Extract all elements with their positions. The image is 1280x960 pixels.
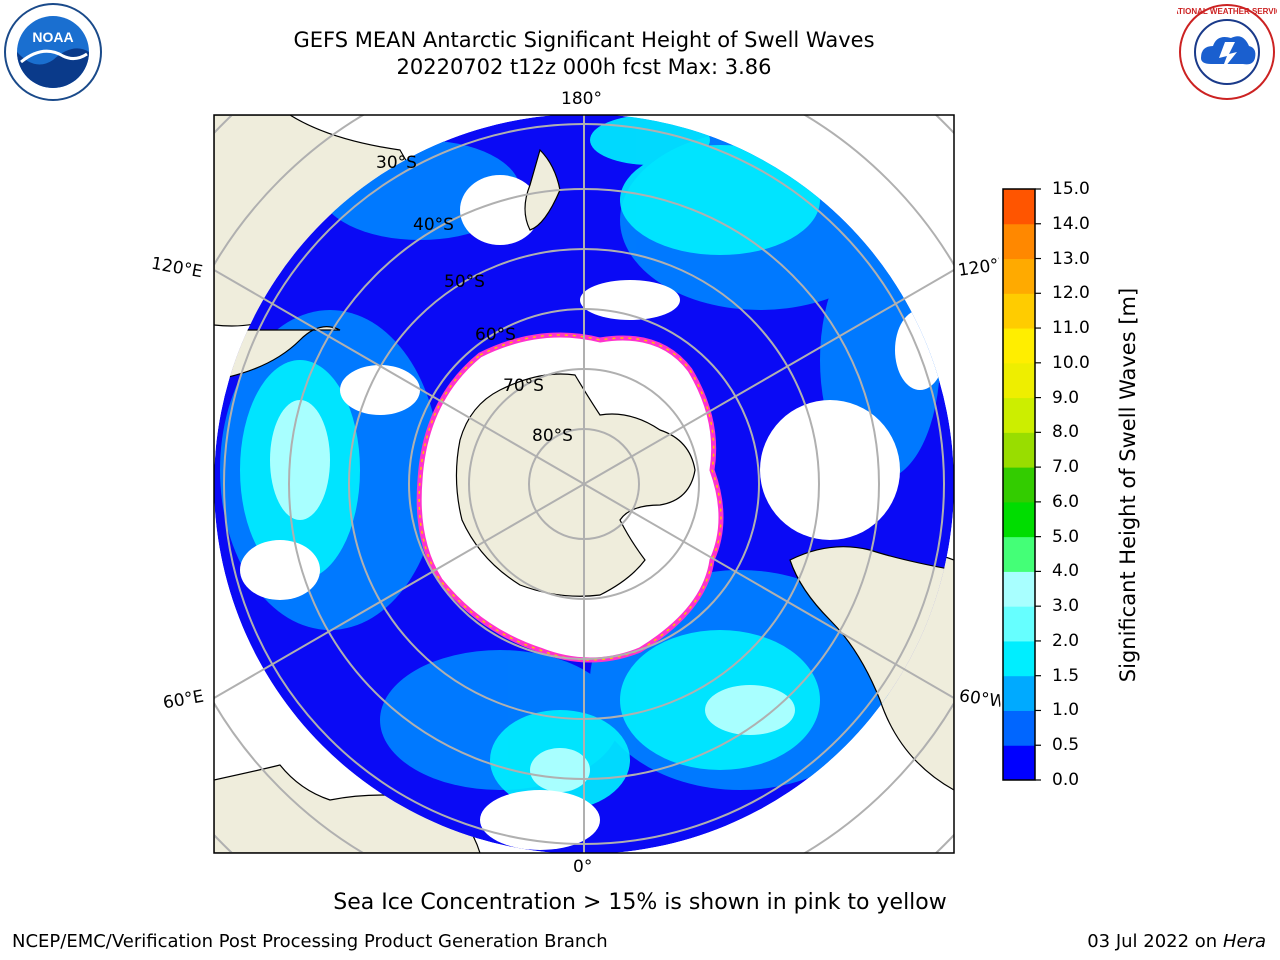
- colorbar-segment: [1003, 259, 1035, 294]
- colorbar-segment: [1003, 606, 1035, 641]
- colorbar-tick-label: 12.0: [1052, 283, 1090, 303]
- colorbar-segment: [1003, 224, 1035, 259]
- polar-map: 30°S 40°S 50°S 60°S 70°S 80°S: [0, 0, 1280, 960]
- lat-label-30: 30°S: [376, 153, 417, 173]
- footer-credit: NCEP/EMC/Verification Post Processing Pr…: [12, 931, 608, 952]
- colorbar-tick-label: 14.0: [1052, 214, 1090, 234]
- lat-label-40: 40°S: [413, 215, 454, 235]
- colorbar-tick-label: 0.5: [1052, 735, 1079, 755]
- colorbar-segment: [1003, 293, 1035, 328]
- colorbar-segment: [1003, 537, 1035, 572]
- colorbar-tick-label: 6.0: [1052, 492, 1079, 512]
- colorbar-tick-label: 8.0: [1052, 422, 1079, 442]
- footer-date: 03 Jul 2022 on Hera: [1087, 931, 1266, 952]
- colorbar-tick-label: 1.0: [1052, 700, 1079, 720]
- colorbar-segment: [1003, 745, 1035, 780]
- lon-label-bottom: 0°: [573, 857, 592, 877]
- colorbar-tick-label: 11.0: [1052, 318, 1090, 338]
- colorbar-segment: [1003, 363, 1035, 398]
- colorbar-segment: [1003, 467, 1035, 502]
- colorbar-segment: [1003, 189, 1035, 224]
- lat-label-70: 70°S: [503, 376, 544, 396]
- colorbar-tick-label: 9.0: [1052, 388, 1079, 408]
- colorbar-tick-label: 15.0: [1052, 179, 1090, 199]
- sea-ice-caption: Sea Ice Concentration > 15% is shown in …: [0, 890, 1280, 915]
- colorbar-tick-label: 2.0: [1052, 631, 1079, 651]
- colorbar-segment: [1003, 710, 1035, 745]
- colorbar-tick-label: 3.0: [1052, 596, 1079, 616]
- footer-date-text: 03 Jul 2022 on: [1087, 931, 1223, 952]
- colorbar-segment: [1003, 571, 1035, 606]
- colorbar-tick-label: 0.0: [1052, 770, 1079, 790]
- lat-label-60: 60°S: [475, 325, 516, 345]
- lat-label-50: 50°S: [444, 272, 485, 292]
- colorbar-segment: [1003, 398, 1035, 433]
- colorbar-segment: [1003, 502, 1035, 537]
- colorbar-tick-label: 10.0: [1052, 353, 1090, 373]
- colorbar-segment: [1003, 641, 1035, 676]
- colorbar-segment: [1003, 432, 1035, 467]
- colorbar-segment: [1003, 328, 1035, 363]
- colorbar-tick-label: 4.0: [1052, 561, 1079, 581]
- lon-label-top: 180°: [561, 89, 602, 109]
- colorbar-segment: [1003, 676, 1035, 711]
- footer-host: Hera: [1223, 931, 1266, 952]
- colorbar-tick-label: 13.0: [1052, 249, 1090, 269]
- colorbar-tick-label: 1.5: [1052, 666, 1079, 686]
- colorbar-label: Significant Height of Swell Waves [m]: [1115, 275, 1141, 695]
- colorbar: [1003, 189, 1041, 781]
- colorbar-tick-label: 7.0: [1052, 457, 1079, 477]
- colorbar-tick-label: 5.0: [1052, 527, 1079, 547]
- lat-label-80: 80°S: [532, 426, 573, 446]
